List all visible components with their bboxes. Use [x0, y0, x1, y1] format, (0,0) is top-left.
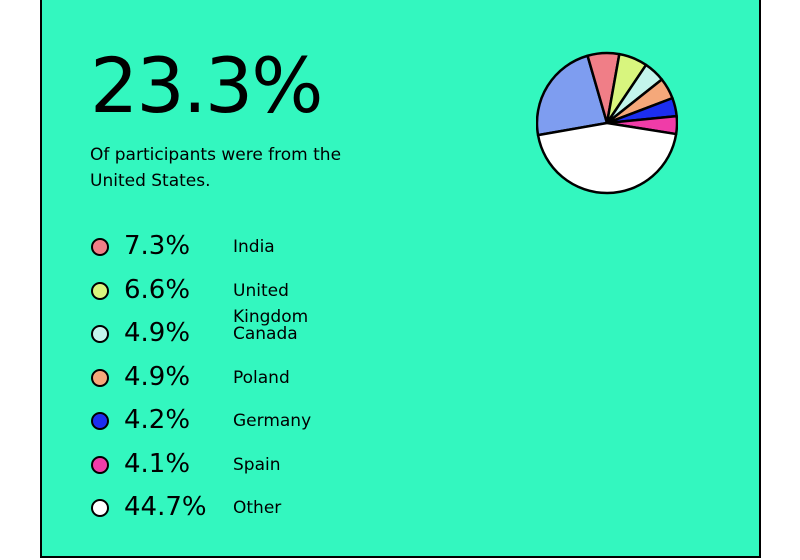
- legend-country-label: Canada: [233, 324, 298, 344]
- legend-color-swatch: [91, 325, 109, 343]
- legend-country-label: Spain: [233, 454, 281, 475]
- legend-color-swatch: [91, 281, 109, 300]
- pie-slice-other: [536, 121, 678, 195]
- legend-percentage: 7.3%: [124, 231, 191, 261]
- legend-country-label: India: [233, 237, 275, 257]
- stat-card: 23.3% Of participants were from the Unit…: [40, 0, 761, 558]
- legend-color-swatch: [91, 238, 109, 256]
- legend-color-swatch: [91, 499, 109, 517]
- headline-description: Of participants were from the United Sta…: [90, 145, 342, 191]
- legend-country-label: United Kingdom: [233, 280, 309, 327]
- headline-percentage: 23.3%: [90, 41, 323, 130]
- legend-color-swatch: [91, 412, 109, 430]
- legend-percentage: 44.7%: [124, 492, 207, 522]
- pie-slice-united-states: [536, 54, 609, 137]
- legend-percentage: 6.6%: [124, 274, 191, 305]
- legend-percentage: 4.1%: [124, 448, 191, 479]
- pie-chart: [536, 51, 678, 195]
- legend-country-label: Poland: [233, 367, 290, 388]
- legend-country-label: Germany: [233, 411, 312, 431]
- legend-percentage: 4.9%: [124, 361, 191, 392]
- legend-percentage: 4.2%: [124, 405, 191, 435]
- legend-color-swatch: [91, 455, 109, 474]
- legend-color-swatch: [91, 368, 109, 387]
- legend-country-label: Other: [233, 498, 282, 518]
- legend-percentage: 4.9%: [124, 318, 191, 348]
